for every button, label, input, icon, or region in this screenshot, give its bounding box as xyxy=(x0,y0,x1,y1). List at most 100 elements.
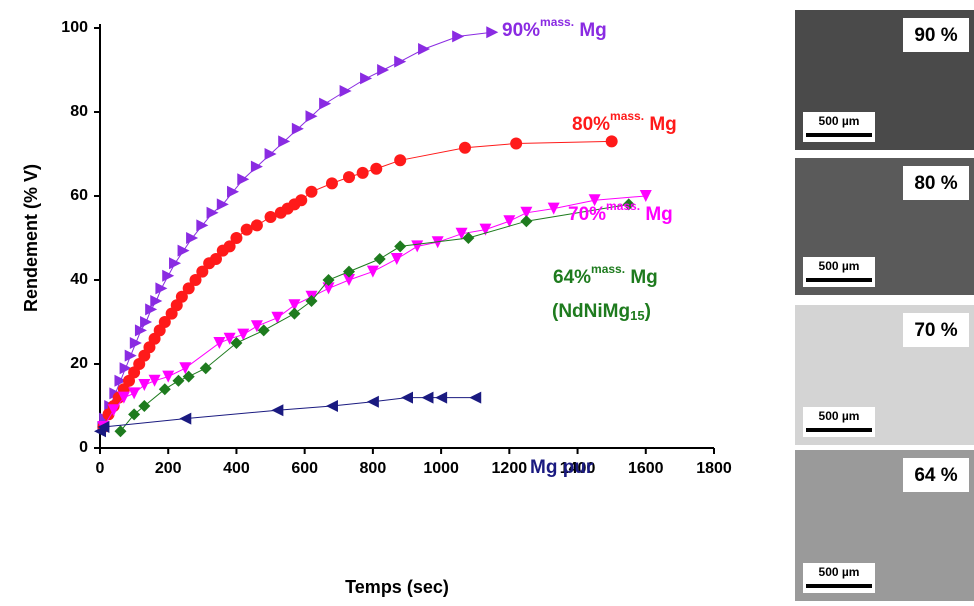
marker xyxy=(305,295,318,307)
annotation-part: mass. xyxy=(540,15,574,29)
y-tick-label: 40 xyxy=(70,271,88,288)
marker xyxy=(213,337,226,349)
marker xyxy=(520,215,533,228)
marker xyxy=(343,265,356,278)
marker xyxy=(479,223,492,236)
marker xyxy=(366,265,379,278)
marker xyxy=(305,185,318,198)
x-tick-label: 0 xyxy=(96,460,105,477)
panel-label: 70 % xyxy=(914,320,957,341)
marker xyxy=(411,240,424,253)
panel-label: 90 % xyxy=(914,25,957,46)
marker xyxy=(158,383,171,396)
marker xyxy=(237,173,250,186)
marker xyxy=(325,177,338,190)
marker xyxy=(250,320,263,333)
annotation-part: 64% xyxy=(553,267,591,288)
marker xyxy=(588,194,601,207)
marker xyxy=(182,370,195,383)
marker xyxy=(343,274,356,286)
marker xyxy=(288,307,301,320)
marker xyxy=(162,269,175,282)
series-line xyxy=(120,203,629,432)
marker xyxy=(343,171,356,184)
marker xyxy=(288,299,301,312)
marker xyxy=(237,328,250,341)
marker xyxy=(128,387,141,400)
annotation-part: mass. xyxy=(606,199,640,213)
marker xyxy=(458,141,471,154)
x-tick-label: 1600 xyxy=(628,460,664,477)
marker xyxy=(128,408,141,421)
marker xyxy=(455,227,468,240)
annotation-part: ) xyxy=(645,301,651,322)
y-tick-label: 60 xyxy=(70,187,88,204)
marker xyxy=(230,337,243,349)
annotation-part: 90% xyxy=(502,20,540,41)
scale-label: 500 µm xyxy=(819,409,860,423)
marker xyxy=(469,391,482,404)
scale-bar xyxy=(806,584,872,588)
x-tick-label: 200 xyxy=(155,460,182,477)
marker xyxy=(196,219,209,232)
annotation: 80%mass. Mg xyxy=(572,109,677,135)
marker xyxy=(216,198,229,211)
marker xyxy=(223,332,236,345)
marker xyxy=(97,421,110,433)
marker xyxy=(186,232,199,244)
panel-label: 80 % xyxy=(914,173,957,194)
marker xyxy=(148,374,161,387)
x-tick-label: 400 xyxy=(223,460,250,477)
marker xyxy=(230,232,243,244)
marker xyxy=(250,219,263,232)
marker xyxy=(172,374,185,387)
marker xyxy=(182,282,195,295)
annotation-part: 80% xyxy=(572,114,610,135)
marker xyxy=(189,274,202,286)
marker xyxy=(547,202,560,215)
marker xyxy=(223,240,236,253)
marker xyxy=(322,274,335,286)
marker xyxy=(390,253,403,265)
marker xyxy=(370,162,383,175)
marker xyxy=(322,282,335,295)
marker xyxy=(145,303,158,316)
marker xyxy=(325,400,338,412)
marker xyxy=(271,311,284,324)
annotation: Mg pur xyxy=(530,457,594,478)
label-box xyxy=(903,18,969,52)
marker xyxy=(394,55,407,68)
marker xyxy=(394,154,407,167)
annotation: 90%mass. Mg xyxy=(502,15,607,41)
marker xyxy=(129,337,142,349)
scale-label: 500 µm xyxy=(819,114,860,128)
marker xyxy=(140,316,153,328)
annotation-part: 15 xyxy=(630,308,644,323)
marker xyxy=(257,324,270,337)
marker xyxy=(319,97,332,110)
marker xyxy=(158,316,171,328)
scale-bar xyxy=(806,278,872,282)
marker xyxy=(295,194,308,207)
scale-label: 500 µm xyxy=(819,565,860,579)
scale-bar xyxy=(806,133,872,137)
marker xyxy=(134,324,147,337)
marker xyxy=(150,295,163,307)
marker xyxy=(452,30,465,43)
marker xyxy=(418,43,431,55)
panel-label: 64 % xyxy=(914,465,957,486)
marker xyxy=(175,290,188,303)
marker xyxy=(169,257,182,270)
marker xyxy=(240,223,253,236)
marker xyxy=(209,253,222,265)
annotation: (NdNiMg15) xyxy=(552,301,651,323)
marker xyxy=(250,160,263,173)
marker xyxy=(155,282,168,295)
marker xyxy=(196,265,209,278)
marker xyxy=(179,362,192,375)
marker xyxy=(356,166,369,179)
annotation-part: Mg xyxy=(574,20,607,41)
label-box xyxy=(903,313,969,347)
annotation-part: mass. xyxy=(591,262,625,276)
y-axis-title: Rendement (% V) xyxy=(21,164,41,312)
